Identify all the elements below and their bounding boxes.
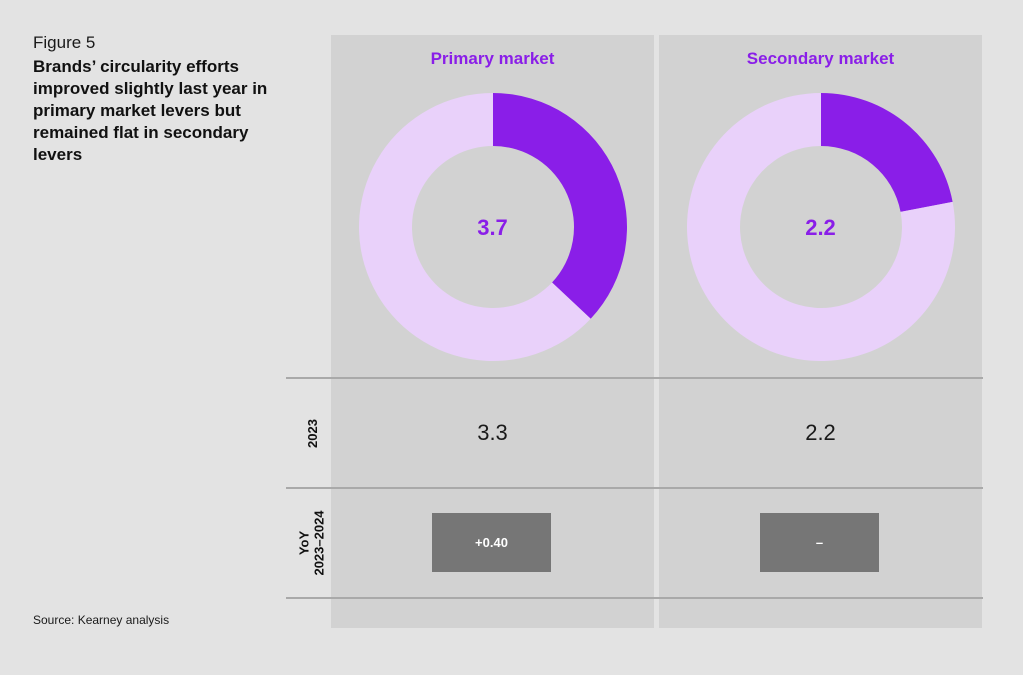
donut-slice-remainder (359, 93, 591, 361)
row-label-year-text: 2023 (304, 418, 320, 448)
row-label-yoy-line2: 2023–2024 (312, 510, 328, 576)
divider-line (286, 597, 983, 599)
donut-slice-value (821, 93, 953, 212)
divider-line (286, 377, 983, 379)
donut-center-value-primary: 3.7 (477, 215, 508, 240)
source-note: Source: Kearney analysis (33, 613, 170, 627)
year-2023-value-primary: 3.3 (477, 420, 508, 445)
divider-line (286, 487, 983, 489)
row-label-year: 2023 (302, 379, 322, 487)
row-label-yoy-text: YoY 2023–2024 (297, 510, 327, 575)
figure-title: Brands’ circularity efforts improved sli… (33, 57, 268, 164)
year-2023-value-secondary: 2.2 (805, 420, 836, 445)
donut-chart-primary (359, 93, 627, 361)
yoy-badge-secondary: – (760, 513, 879, 572)
panel-secondary-market: Secondary market 2.2 2.2 – (659, 35, 982, 628)
donut-chart-secondary (687, 93, 955, 361)
panel-primary-market: Primary market 3.7 3.3 +0.40 (331, 35, 654, 628)
donut-slice-value (493, 93, 627, 319)
yoy-badge-primary: +0.40 (432, 513, 551, 572)
donut-center-value-secondary: 2.2 (805, 215, 836, 240)
donut-slice-remainder (687, 93, 955, 361)
row-label-yoy-line1: YoY (297, 530, 313, 556)
figure-label: Figure 5 (33, 33, 96, 52)
panel-title-secondary: Secondary market (746, 49, 895, 68)
panel-title-primary: Primary market (430, 49, 555, 68)
row-label-yoy: YoY 2023–2024 (297, 489, 327, 597)
